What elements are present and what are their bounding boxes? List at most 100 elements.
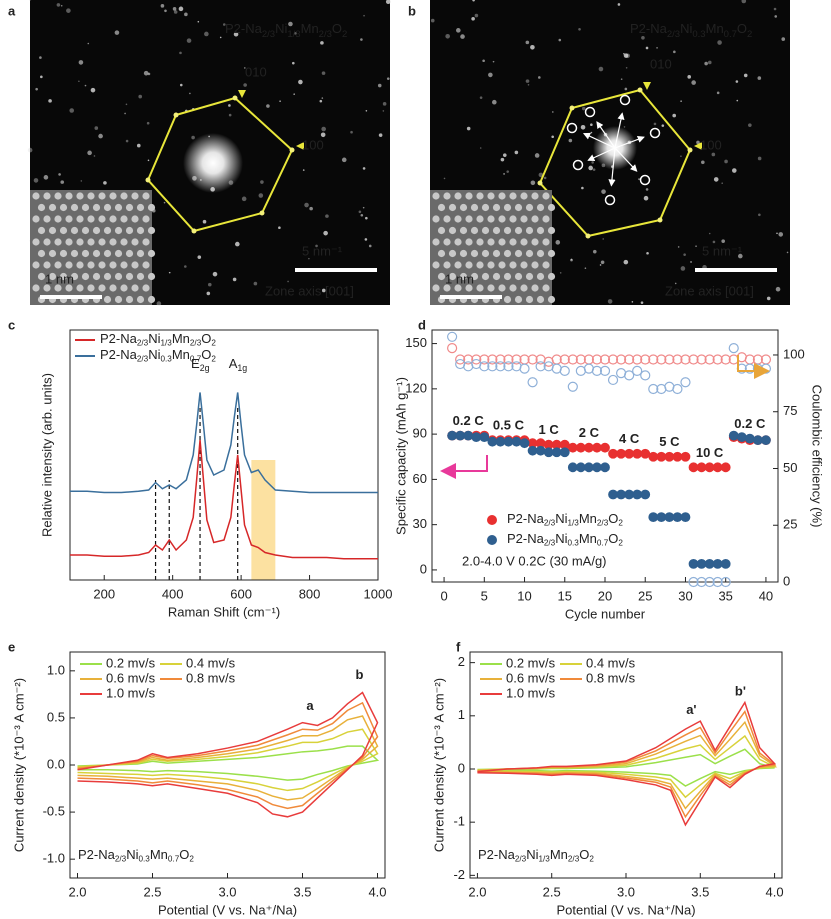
lattice-dot — [70, 272, 79, 281]
x-tick-label: 3.0 — [617, 884, 635, 899]
open-marker — [487, 354, 498, 365]
diffraction-spot — [701, 160, 705, 165]
diffraction-spot — [717, 40, 722, 45]
lattice-dot — [142, 238, 150, 246]
lattice-dot — [109, 192, 117, 200]
arrow — [582, 132, 616, 149]
lattice-dot — [103, 272, 112, 281]
diffraction-spot — [278, 226, 281, 229]
panel-letter: f — [456, 639, 461, 654]
lattice-dot — [103, 203, 112, 212]
open-marker — [559, 354, 570, 365]
lattice-dot — [125, 226, 134, 235]
diffraction-spot — [279, 100, 281, 102]
open-marker — [712, 354, 723, 365]
diffraction-spot — [103, 181, 107, 185]
lattice-dot — [459, 249, 468, 258]
lattice-dot — [459, 226, 468, 235]
hexagon-vertex — [687, 147, 693, 153]
diffraction-spot — [766, 296, 771, 301]
lattice-dot — [520, 192, 528, 200]
subscript: 2 — [211, 339, 216, 348]
lattice-dot — [531, 261, 539, 269]
diffraction-spot — [66, 8, 71, 13]
panel-letter: b — [408, 3, 416, 18]
open-marker — [640, 354, 651, 365]
diffraction-spot — [293, 93, 295, 95]
lattice-dot — [103, 226, 112, 235]
open-spot — [566, 122, 578, 134]
diffraction-spot — [704, 61, 708, 66]
diffraction-spot — [206, 291, 211, 296]
diffraction-spot — [60, 180, 65, 184]
diffraction-spot — [29, 0, 31, 1]
lattice-dot — [43, 215, 51, 223]
lattice-dot — [514, 203, 523, 212]
legend-label: 0.2 mv/s — [106, 655, 156, 670]
scale-label: 5 nm⁻¹ — [702, 243, 743, 258]
legend-marker — [487, 535, 497, 545]
diffraction-spot — [735, 80, 739, 83]
open-marker — [527, 354, 538, 365]
diffraction-spot — [500, 157, 505, 162]
hexagon-vertex — [289, 147, 295, 153]
subscript: 2/3 — [190, 339, 202, 348]
peak-label: b — [356, 667, 364, 682]
diffraction-spot — [179, 83, 183, 87]
series-line — [70, 392, 378, 494]
diffraction-spot — [58, 173, 61, 176]
diffraction-spot — [646, 251, 649, 255]
open-marker — [640, 370, 651, 381]
lattice-dot — [437, 203, 446, 212]
open-marker — [567, 354, 578, 365]
diffraction-spot — [624, 87, 628, 91]
lattice-dot — [481, 272, 490, 281]
rate-label: 2 C — [579, 425, 600, 440]
x-tick-label: 4.0 — [368, 884, 386, 899]
marker — [535, 445, 546, 456]
formula-part: O — [737, 21, 747, 36]
lattice-dot — [76, 261, 84, 269]
rate-label: 5 C — [659, 434, 680, 449]
lattice-dot — [520, 238, 528, 246]
lattice-dot — [43, 238, 51, 246]
series-line — [477, 720, 777, 810]
hexagon-vertex — [145, 177, 151, 183]
marker — [744, 433, 755, 444]
subscript: 0.3 — [138, 855, 150, 864]
diffraction-spot — [708, 232, 711, 235]
lattice-dot — [498, 238, 506, 246]
diffraction-spot — [474, 13, 479, 18]
subscript: 2/3 — [262, 29, 275, 40]
diffraction-spot — [78, 80, 80, 83]
legend-label: 0.8 mv/s — [586, 670, 636, 685]
subscript: 1/3 — [538, 855, 550, 864]
diffraction-spot — [530, 180, 536, 186]
formula-part: O — [179, 847, 189, 862]
hexagon-vertex — [537, 180, 543, 186]
lattice-dot — [509, 215, 517, 223]
lattice-dot — [43, 192, 51, 200]
formula-part: Ni — [275, 21, 287, 36]
rate-label: 1 C — [539, 422, 560, 437]
diffraction-spot — [479, 147, 482, 149]
lattice-dot — [536, 272, 545, 281]
hexagon-vertex — [657, 217, 663, 223]
diffraction-spot — [320, 132, 326, 138]
diffraction-spot — [321, 126, 326, 132]
scale-bar — [40, 295, 102, 299]
diffraction-spot — [721, 182, 724, 185]
diffraction-spot — [460, 34, 465, 39]
diffraction-spot — [241, 196, 247, 202]
lattice-dot — [81, 203, 90, 212]
diffraction-spot — [716, 91, 720, 95]
hexagon-vertex — [259, 210, 265, 216]
diffraction-spot — [147, 159, 150, 162]
zone-axis: Zone axis [001] — [665, 283, 754, 298]
open-marker — [463, 354, 474, 365]
open-marker — [720, 354, 731, 365]
lattice-dot — [531, 238, 539, 246]
x-tick-label: 2.5 — [543, 884, 561, 899]
lattice-dot — [492, 272, 501, 281]
diffraction-spot — [738, 253, 743, 259]
